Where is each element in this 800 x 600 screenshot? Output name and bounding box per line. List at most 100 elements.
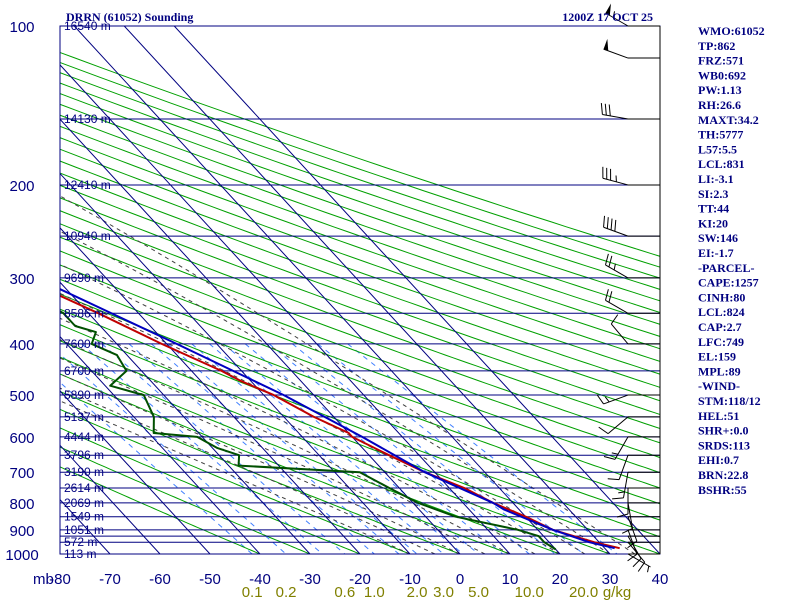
wind-barb (598, 416, 660, 435)
temperature-tick-label: 30 (602, 571, 619, 588)
barb-staff (603, 394, 629, 405)
mixing-ratio-label: 0.6 (334, 584, 355, 600)
sounding-index: SI:2.3 (698, 187, 728, 201)
wind-barb (602, 166, 660, 186)
mixing-ratio-label: 1.0 (364, 584, 385, 600)
barb-staff (627, 553, 651, 568)
sounding-index: SHR+:0.0 (698, 424, 749, 438)
chart-title: DRRN (61052) Sounding (66, 10, 193, 24)
wind-barb (627, 535, 660, 568)
barb-staff (607, 416, 629, 435)
pressure-tick-label: 300 (9, 271, 34, 288)
wind-barb (596, 394, 660, 405)
mixing-ratio-label: 3.0 (433, 584, 454, 600)
barb-staff (603, 48, 629, 59)
barb-flag (616, 513, 629, 518)
isotherm-line (60, 118, 461, 554)
pressure-tick-label: 700 (9, 465, 34, 482)
height-label: 9690 m (64, 271, 104, 285)
temperature-profile-line (60, 294, 620, 550)
sounding-index: FRZ:571 (698, 54, 744, 68)
mixing-ratio-label: 0.1 (242, 584, 263, 600)
sounding-index: MAXT:34.2 (698, 113, 759, 127)
wind-barb (603, 436, 660, 460)
sounding-index: SW:146 (698, 231, 738, 245)
isotherm-line (60, 335, 261, 554)
pressure-unit-label: mb (33, 571, 54, 588)
sounding-index: HEL:51 (698, 409, 739, 423)
sounding-index: EI:-1.7 (698, 246, 734, 260)
height-label: 113 m (64, 547, 96, 561)
sounding-index: CINH:80 (698, 290, 745, 304)
barb-flag (603, 215, 606, 228)
barb-flag (621, 527, 633, 534)
sounding-index: EL:159 (698, 350, 736, 364)
sounding-index: L57:5.5 (698, 142, 737, 156)
isotherm-line (60, 64, 511, 554)
height-label: 14130 m (64, 112, 111, 126)
dewpoint-profile-line (60, 310, 557, 551)
wind-barb (610, 314, 660, 345)
sounding-index: WB0:692 (698, 68, 746, 82)
sounding-indices-panel: WMO:61052TP:862FRZ:571WB0:692PW:1.13RH:2… (698, 24, 765, 497)
mixing-ratio-line (223, 343, 479, 554)
barb-staff (605, 12, 629, 27)
barb-half-flag (618, 491, 625, 494)
sounding-index: BRN:22.8 (698, 468, 748, 482)
temperature-tick-label: -70 (99, 571, 121, 588)
barb-flag (608, 255, 613, 268)
pressure-tick-label: 200 (9, 178, 34, 195)
sounding-index: KI:20 (698, 216, 728, 230)
barb-flag (596, 394, 604, 405)
barb-flag (612, 497, 624, 500)
sounding-index: MPL:89 (698, 364, 741, 378)
barb-half-flag (612, 11, 616, 18)
mixing-ratio-label: 5.0 (468, 584, 489, 600)
barb-half-flag (604, 396, 610, 403)
sounding-index: WMO:61052 (698, 24, 765, 38)
height-label: 3190 m (64, 465, 104, 479)
dry-adiabat-line (60, 308, 660, 538)
barb-staff (605, 299, 629, 314)
isotherm-line (123, 26, 611, 554)
wind-barb (604, 253, 660, 279)
temperature-tick-label: -40 (249, 571, 271, 588)
temperature-tick-label: -50 (199, 571, 221, 588)
barb-staff (614, 436, 629, 460)
height-label: 4444 m (64, 430, 104, 444)
mixing-ratio-line (128, 343, 375, 554)
sounding-index: PW:1.13 (698, 83, 742, 97)
barb-half-flag (613, 263, 616, 271)
parcel-profile-line (60, 288, 615, 550)
sounding-index: EHI:0.7 (698, 453, 739, 467)
height-label: 12410 m (64, 178, 111, 192)
height-label: 16540 m (64, 19, 111, 33)
temperature-tick-label: 10 (502, 571, 519, 588)
sounding-index: LI:-3.1 (698, 172, 734, 186)
pressure-tick-label: 100 (9, 19, 34, 36)
barb-half-flag (647, 565, 650, 573)
height-label: 5890 m (64, 388, 104, 402)
barb-staff (605, 264, 629, 279)
mixing-ratio-line (81, 343, 323, 554)
dry-adiabat-line (60, 466, 261, 554)
temperature-tick-label: -30 (299, 571, 321, 588)
moist-adiabat-line (60, 263, 586, 554)
diagram-grid (60, 26, 660, 554)
wind-barb-panel (596, 3, 661, 573)
moist-adiabat-line (60, 400, 411, 554)
barb-flag (627, 553, 638, 562)
wind-barb (603, 215, 660, 237)
pressure-tick-label: 500 (9, 388, 34, 405)
temperature-tick-label: 40 (652, 571, 669, 588)
barb-staff (603, 226, 629, 237)
barb-flag (603, 455, 616, 460)
chart-datetime: 1200Z 17 OCT 25 (562, 10, 653, 24)
wind-barb (600, 103, 660, 120)
barb-flag (607, 478, 620, 481)
isotherm-line (173, 26, 660, 554)
height-label: 1051 m (64, 523, 104, 537)
height-label: 3796 m (64, 448, 104, 462)
mixing-ratio-label: 0.2 (276, 584, 297, 600)
